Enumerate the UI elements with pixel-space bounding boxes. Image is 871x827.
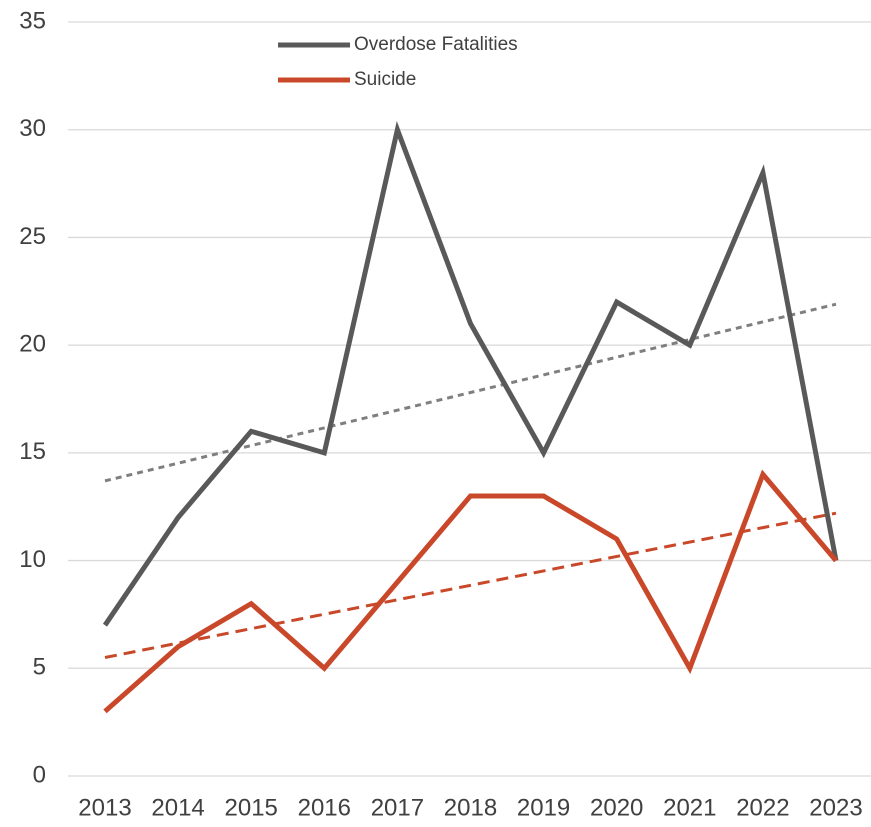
x-tick-label: 2022 bbox=[736, 794, 789, 821]
x-tick-label: 2021 bbox=[663, 794, 716, 821]
x-tick-label: 2018 bbox=[444, 794, 497, 821]
x-tick-label: 2023 bbox=[809, 794, 862, 821]
series-line bbox=[103, 469, 838, 714]
y-tick-label: 5 bbox=[33, 654, 46, 681]
x-tick-label: 2020 bbox=[590, 794, 643, 821]
trend-line bbox=[104, 511, 837, 659]
x-tick-label: 2019 bbox=[517, 794, 570, 821]
series-line bbox=[102, 121, 839, 627]
y-tick-label: 30 bbox=[19, 115, 46, 142]
y-tick-label: 20 bbox=[19, 330, 46, 357]
y-tick-label: 35 bbox=[19, 7, 46, 34]
trend-line bbox=[104, 302, 837, 483]
x-tick-label: 2016 bbox=[298, 794, 351, 821]
x-tick-label: 2015 bbox=[225, 794, 278, 821]
y-tick-label: 25 bbox=[19, 223, 46, 250]
legend-label: Suicide bbox=[354, 69, 416, 90]
y-tick-label: 0 bbox=[33, 761, 46, 788]
x-tick-label: 2017 bbox=[371, 794, 424, 821]
y-tick-label: 15 bbox=[19, 438, 46, 465]
y-tick-label: 10 bbox=[19, 546, 46, 573]
legend-label: Overdose Fatalities bbox=[354, 34, 518, 55]
x-tick-label: 2014 bbox=[151, 794, 204, 821]
x-tick-label: 2013 bbox=[78, 794, 131, 821]
